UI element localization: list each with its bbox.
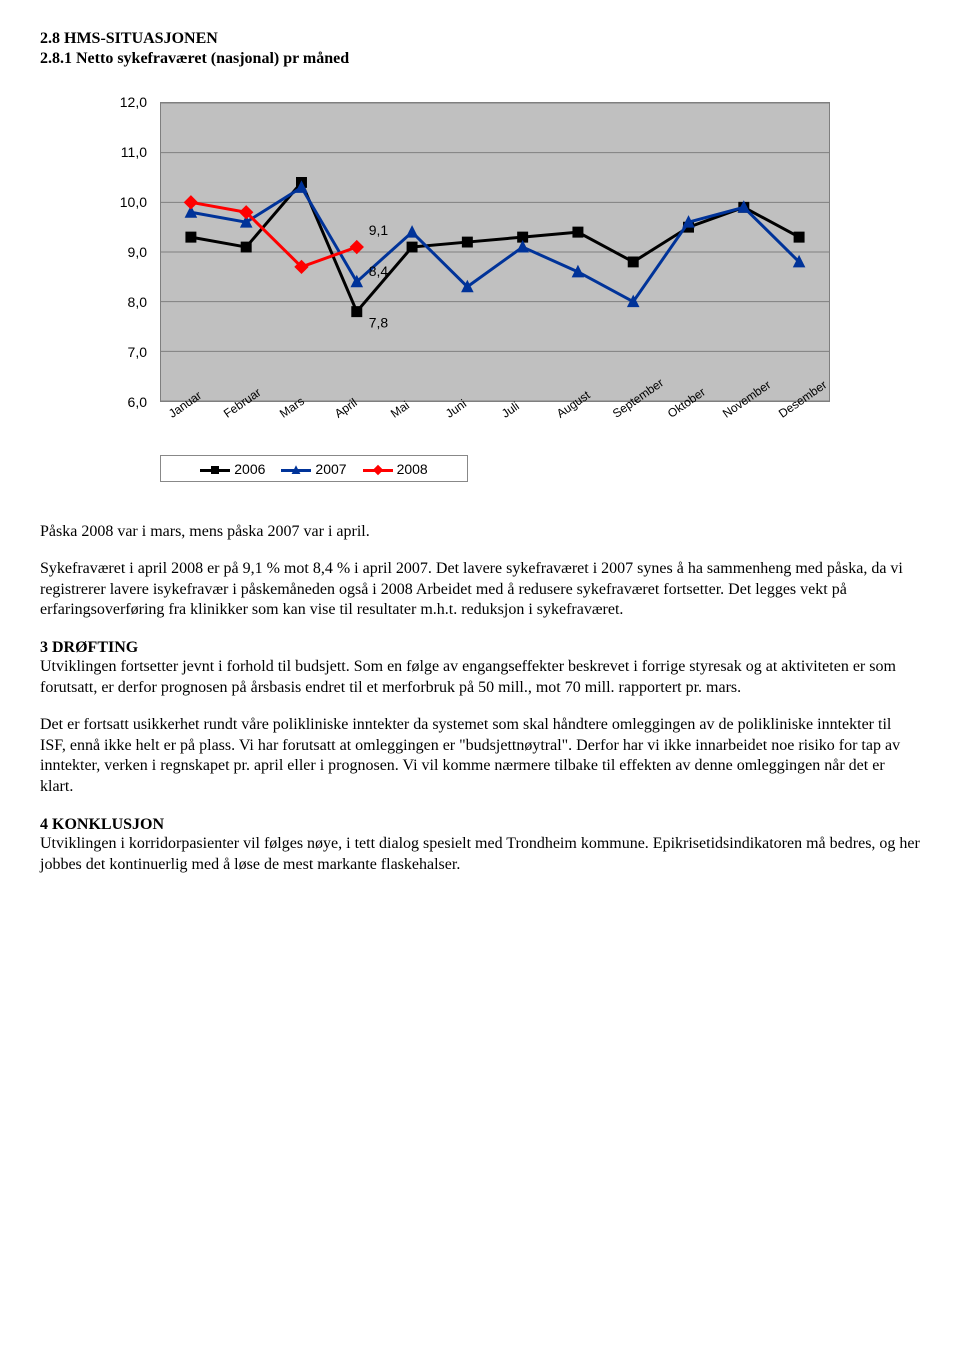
paragraph: Påska 2008 var i mars, mens påska 2007 v… xyxy=(40,522,920,543)
section-heading-1: 2.8 HMS-SITUASJONEN xyxy=(40,30,920,48)
y-tick-label: 8,0 xyxy=(128,294,147,310)
plot-area: 9,1 8,4 7,8 xyxy=(160,102,830,402)
y-tick-label: 11,0 xyxy=(121,144,147,160)
section-3-title: 3 DRØFTING xyxy=(40,639,920,657)
legend-item: 2008 xyxy=(363,461,428,477)
section-heading-2: 2.8.1 Netto sykefraværet (nasjonal) pr m… xyxy=(40,50,920,68)
paragraph: Det er fortsatt usikkerhet rundt våre po… xyxy=(40,715,920,798)
x-tick-label: Juli xyxy=(499,399,522,421)
y-tick-label: 9,0 xyxy=(128,244,147,260)
y-axis: 6,07,08,09,010,011,012,0 xyxy=(100,102,155,402)
legend-label: 2008 xyxy=(397,461,428,477)
y-tick-label: 6,0 xyxy=(128,394,147,410)
svg-text:9,1: 9,1 xyxy=(369,222,389,238)
paragraph: Utviklingen i korridorpasienter vil følg… xyxy=(40,834,920,876)
x-tick-label: Mai xyxy=(388,398,412,421)
y-tick-label: 7,0 xyxy=(128,344,147,360)
y-tick-label: 10,0 xyxy=(120,194,147,210)
legend-label: 2007 xyxy=(315,461,346,477)
section-4-title: 4 KONKLUSJON xyxy=(40,816,920,834)
legend-label: 2006 xyxy=(234,461,265,477)
legend-item: 2007 xyxy=(281,461,346,477)
svg-text:8,4: 8,4 xyxy=(369,263,389,279)
paragraph: Utviklingen fortsetter jevnt i forhold t… xyxy=(40,657,920,699)
svg-text:7,8: 7,8 xyxy=(369,315,389,331)
legend-item: 2006 xyxy=(200,461,265,477)
sickleave-line-chart: 6,0 7,0 8,0 9,0 10,0 11,0 12,0 9,1 8,4 7,8 Janua… xyxy=(100,92,860,482)
y-tick-label: 12,0 xyxy=(120,94,147,110)
paragraph: Sykefraværet i april 2008 er på 9,1 % mo… xyxy=(40,559,920,621)
chart-legend: 2006 2007 2008 xyxy=(160,455,468,482)
x-axis: JanuarFebruarMarsAprilMaiJuniJuliAugustS… xyxy=(160,402,830,437)
